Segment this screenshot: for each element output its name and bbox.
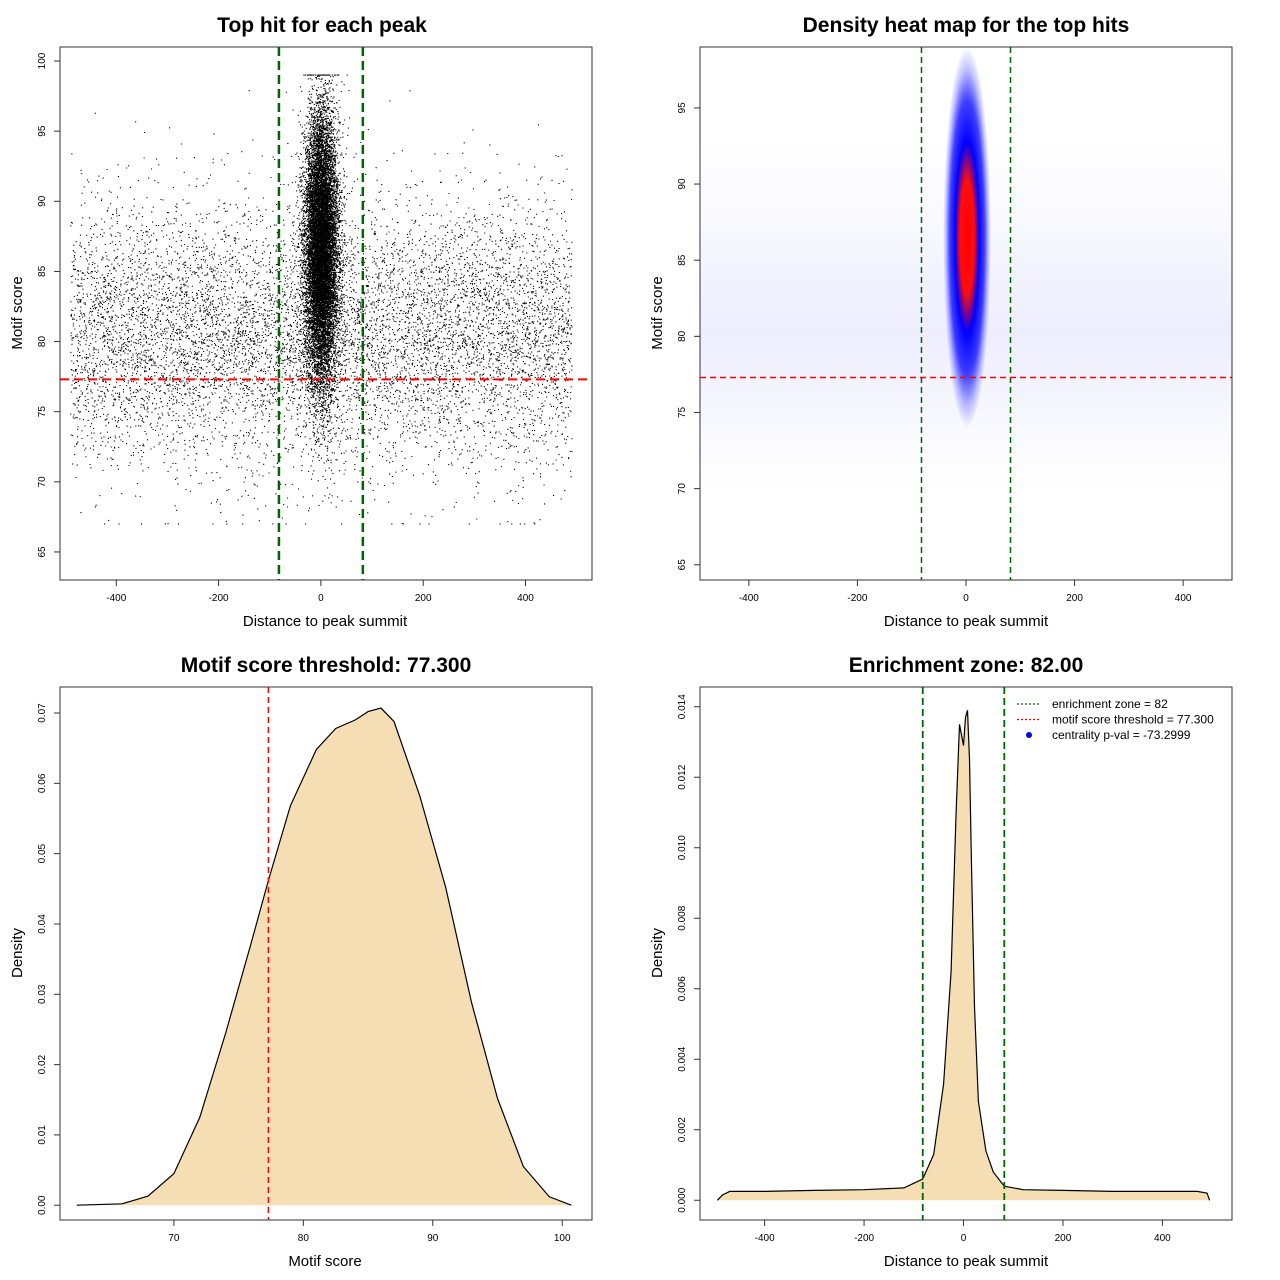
distance-density-y-label: Density	[649, 927, 666, 978]
legend-point-swatch	[1026, 732, 1032, 738]
score-density-x-tick-label: 100	[554, 1233, 571, 1244]
scatter-y-tick-label: 85	[37, 265, 48, 277]
scatter-x-tick-label: 0	[318, 593, 324, 604]
score-density-x-tick-label: 80	[298, 1233, 310, 1244]
distance-density-x-tick-label: 400	[1154, 1233, 1171, 1244]
score-density-y-tick-label: 0.06	[37, 773, 48, 793]
heatmap-x-tick-label: 400	[1175, 593, 1192, 604]
scatter-y-tick-label: 90	[37, 195, 48, 207]
scatter-y-tick-label: 80	[37, 336, 48, 348]
heatmap-x-tick-label: 0	[963, 593, 969, 604]
scatter-overlay	[60, 47, 592, 580]
distance-density-y-tick-label: 0.002	[677, 1117, 688, 1142]
heatmap-x-tick-label: -200	[847, 593, 867, 604]
heatmap-axes: -400 -200 0 200 400 65 70 75 80 85 90 95	[677, 46, 1233, 604]
distance-density-curve	[716, 710, 1211, 1201]
score-density-y-label: Density	[9, 927, 26, 978]
scatter-y-tick-label: 65	[37, 546, 48, 558]
distance-density-y-tick-label: 0.006	[677, 976, 688, 1001]
distance-density-y-tick-label: 0.004	[677, 1046, 688, 1071]
heatmap-x-label: Distance to peak summit	[884, 613, 1049, 630]
heatmap-panel: Density heat map for the top hits Distan…	[649, 14, 1233, 630]
legend-item-label: motif score threshold = 77.300	[1052, 713, 1214, 727]
score-density-plot-frame	[59, 686, 593, 1221]
distance-density-axes: -400 -200 0 200 400 0.000 0.002 0.004 0.006 0.008…	[677, 686, 1233, 1244]
heatmap-x-tick-label: 200	[1066, 593, 1083, 604]
score-density-y-tick-label: 0.02	[37, 1054, 48, 1074]
distance-density-y-tick-label: 0.012	[677, 764, 688, 789]
score-density-y-tick-label: 0.03	[37, 984, 48, 1004]
legend-item-label: centrality p-val = -73.2999	[1052, 728, 1191, 742]
heatmap-y-tick-label: 85	[677, 254, 688, 266]
distance-density-y-tick-label: 0.000	[677, 1187, 688, 1212]
scatter-x-label: Distance to peak summit	[243, 613, 408, 630]
distance-density-y-tick-label: 0.008	[677, 905, 688, 930]
score-density-x-tick-label: 70	[168, 1233, 180, 1244]
distance-density-legend: enrichment zone = 82 motif score threshol…	[1017, 697, 1214, 742]
distance-density-y-tick-label: 0.014	[677, 694, 688, 719]
distance-density-x-tick-label: -200	[854, 1233, 874, 1244]
score-density-y-tick-label: 0.04	[37, 914, 48, 934]
scatter-x-tick-label: 400	[517, 593, 534, 604]
scatter-y-tick-label: 95	[37, 125, 48, 137]
distance-density-area	[717, 710, 1210, 1201]
scatter-axes: -400 -200 0 200 400 65 70 75 80 85 90 95 100	[37, 46, 593, 604]
distance-density-overlay	[921, 687, 1006, 1220]
scatter-x-tick-label: -200	[209, 593, 229, 604]
legend-item-label: enrichment zone = 82	[1052, 697, 1168, 711]
distance-density-title: Enrichment zone: 82.00	[849, 654, 1084, 677]
heatmap-y-tick-label: 70	[677, 483, 688, 495]
heatmap-y-label: Motif score	[649, 276, 666, 349]
scatter-title: Top hit for each peak	[217, 14, 427, 37]
distance-density-y-tick-label: 0.010	[677, 835, 688, 860]
heatmap-y-tick-label: 90	[677, 178, 688, 190]
score-density-x-label: Motif score	[288, 1253, 361, 1270]
scatter-x-tick-label: 200	[415, 593, 432, 604]
heatmap-overlay	[700, 47, 1232, 580]
score-density-y-tick-label: 0.01	[37, 1125, 48, 1145]
score-density-axes: 70 80 90 100 0.00 0.01 0.02 0.03 0.04 0.05 0.06 0.0…	[37, 686, 593, 1244]
scatter-y-tick-label: 75	[37, 406, 48, 418]
score-density-y-tick-label: 0.07	[37, 703, 48, 723]
distance-density-x-label: Distance to peak summit	[884, 1253, 1049, 1270]
heatmap-y-tick-label: 75	[677, 406, 688, 418]
heatmap-x-tick-label: -400	[739, 593, 759, 604]
distance-density-marks	[716, 710, 1211, 1201]
score-density-title: Motif score threshold: 77.300	[181, 654, 472, 677]
heatmap-y-tick-label: 95	[677, 102, 688, 114]
score-density-marks	[76, 707, 572, 1206]
heatmap-y-tick-label: 65	[677, 559, 688, 571]
scatter-y-label: Motif score	[9, 276, 26, 349]
score-density-y-tick-label: 0.00	[37, 1195, 48, 1215]
distance-density-panel: Enrichment zone: 82.00 Distance to peak …	[649, 654, 1233, 1270]
scatter-y-tick-label: 100	[37, 52, 48, 69]
score-density-area	[76, 708, 572, 1206]
distance-density-x-tick-label: 0	[961, 1233, 967, 1244]
distance-density-plot-frame	[699, 686, 1233, 1221]
scatter-panel: Top hit for each peak Distance to peak s…	[9, 14, 593, 630]
scatter-y-tick-label: 70	[37, 476, 48, 488]
heatmap-marks	[700, 47, 1232, 489]
scatter-plot-frame	[59, 46, 593, 581]
heatmap-title: Density heat map for the top hits	[803, 14, 1130, 37]
score-density-panel: Motif score threshold: 77.300 Motif scor…	[9, 654, 593, 1270]
scatter-x-tick-label: -400	[106, 593, 126, 604]
scatter-points	[70, 74, 573, 525]
score-density-y-tick-label: 0.05	[37, 843, 48, 863]
scatter-marks	[70, 74, 573, 525]
distance-density-x-tick-label: -400	[755, 1233, 775, 1244]
score-density-curve	[76, 707, 572, 1206]
score-density-x-tick-label: 90	[427, 1233, 439, 1244]
distance-density-x-tick-label: 200	[1055, 1233, 1072, 1244]
heatmap-hotspot	[943, 47, 992, 428]
heatmap-y-tick-label: 80	[677, 330, 688, 342]
